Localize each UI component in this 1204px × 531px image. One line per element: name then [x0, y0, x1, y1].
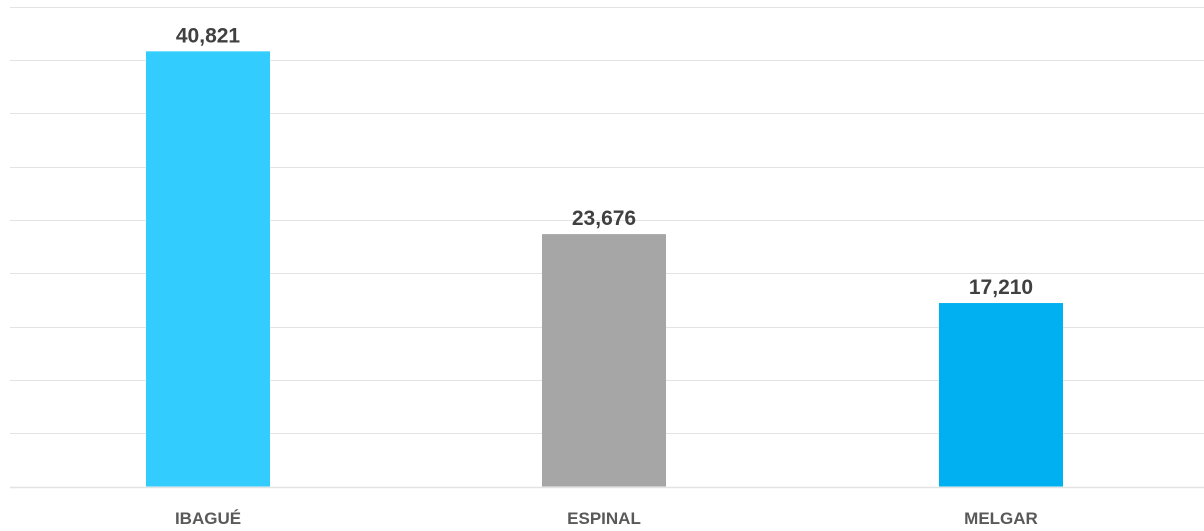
bar-espinal: [542, 234, 666, 487]
data-label-ibagué: 40,821: [176, 24, 241, 47]
data-label-melgar: 17,210: [969, 276, 1033, 299]
bar-ibagué: [146, 51, 270, 487]
category-label-melgar: MELGAR: [964, 509, 1038, 528]
bars: [146, 51, 1063, 487]
category-label-espinal: ESPINAL: [567, 509, 641, 528]
category-labels: IBAGUÉ ESPINAL MELGAR: [175, 509, 1038, 528]
data-label-espinal: 23,676: [572, 207, 636, 230]
category-label-ibagué: IBAGUÉ: [175, 509, 241, 528]
bar-melgar: [939, 303, 1063, 487]
data-labels: 40,821 23,676 17,210: [176, 24, 1033, 299]
